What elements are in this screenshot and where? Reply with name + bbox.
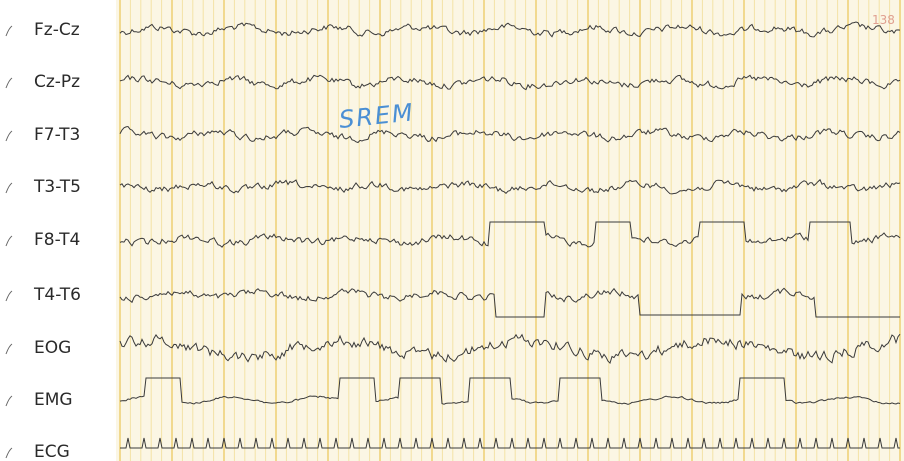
channel-label: EOG [34,338,71,358]
channel-label: T3-T5 [33,177,81,197]
channel-label: F8-T4 [34,230,80,250]
channel-label: ECG [34,442,70,461]
channel-label: F7-T3 [34,125,80,145]
channel-label: Cz-Pz [34,72,80,92]
channel-label: Fz-Cz [34,20,80,40]
channel-label: T4-T6 [33,285,81,305]
channel-label: EMG [34,390,73,410]
page-number: 138 [872,13,895,27]
eeg-sheet: Fz-CzCz-PzF7-T3T3-T5F8-T4T4-T6EOGEMGECG … [0,0,904,461]
